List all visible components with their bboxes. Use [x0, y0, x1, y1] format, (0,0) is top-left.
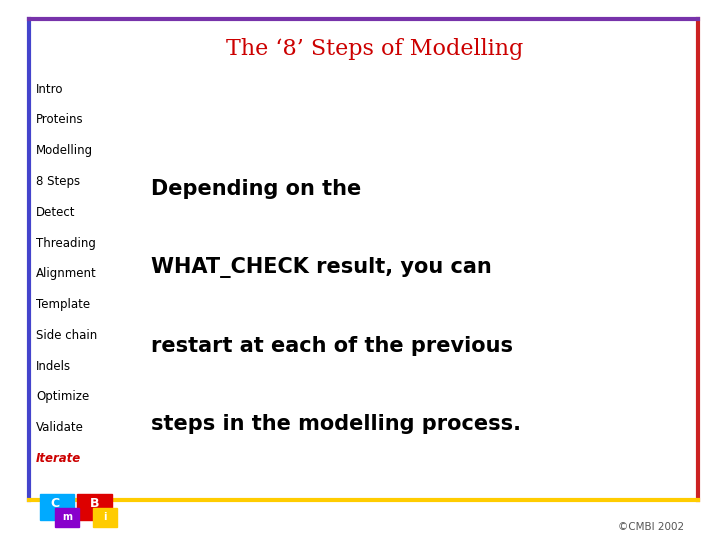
Text: Threading: Threading	[36, 237, 96, 249]
Text: Proteins: Proteins	[36, 113, 84, 126]
Text: Detect: Detect	[36, 206, 76, 219]
Text: Iterate: Iterate	[36, 452, 81, 465]
Text: i: i	[103, 512, 107, 522]
Text: Indels: Indels	[36, 360, 71, 373]
Text: B: B	[89, 497, 99, 510]
Text: Side chain: Side chain	[36, 329, 97, 342]
Text: Validate: Validate	[36, 421, 84, 434]
Text: Intro: Intro	[36, 83, 63, 96]
Text: Optimize: Optimize	[36, 390, 89, 403]
Text: 8 Steps: 8 Steps	[36, 175, 80, 188]
Text: C: C	[50, 497, 60, 510]
Text: The ‘8’ Steps of Modelling: The ‘8’ Steps of Modelling	[226, 38, 523, 59]
FancyBboxPatch shape	[93, 508, 117, 526]
Text: Alignment: Alignment	[36, 267, 96, 280]
FancyBboxPatch shape	[40, 494, 74, 520]
Text: restart at each of the previous: restart at each of the previous	[151, 335, 513, 356]
Text: Depending on the: Depending on the	[151, 179, 361, 199]
FancyBboxPatch shape	[77, 494, 112, 520]
Text: Template: Template	[36, 298, 90, 311]
FancyBboxPatch shape	[55, 508, 79, 526]
Text: ©CMBI 2002: ©CMBI 2002	[618, 522, 684, 531]
Text: m: m	[62, 512, 72, 522]
Text: steps in the modelling process.: steps in the modelling process.	[151, 414, 521, 434]
Text: Modelling: Modelling	[36, 144, 93, 157]
Text: WHAT_CHECK result, you can: WHAT_CHECK result, you can	[151, 257, 492, 278]
